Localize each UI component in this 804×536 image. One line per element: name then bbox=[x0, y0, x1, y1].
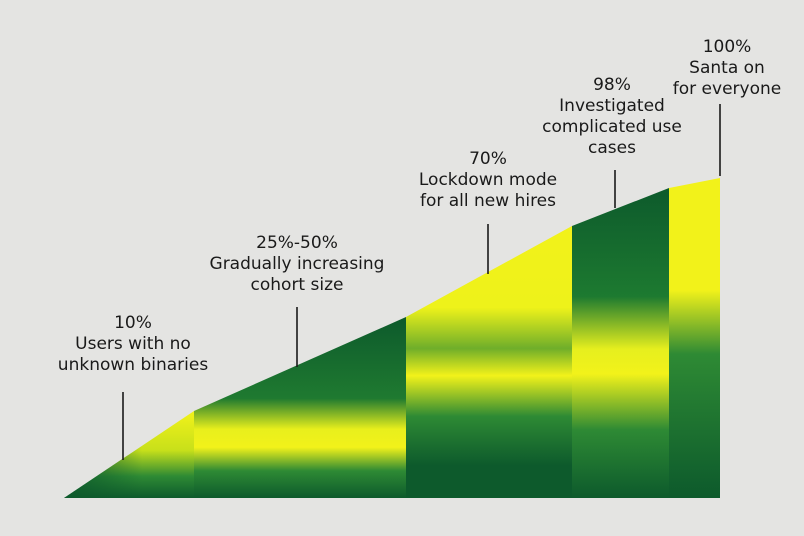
stage-percent: 100% bbox=[702, 37, 752, 57]
stage-label-10: 10% Users with no unknown binaries bbox=[58, 313, 208, 376]
segment-25-50 bbox=[194, 317, 406, 498]
segment-10 bbox=[64, 411, 194, 498]
stage-description-line: Gradually increasing bbox=[209, 254, 385, 274]
stage-percent: 25%-50% bbox=[256, 233, 338, 253]
stage-description-line: Santa on bbox=[689, 58, 765, 78]
stage-description-line: for everyone bbox=[672, 79, 782, 99]
stage-percent: 70% bbox=[469, 149, 507, 169]
stage-label-98: 98% Investigated complicated use cases bbox=[542, 75, 682, 159]
stage-label-100: 100% Santa on for everyone bbox=[673, 37, 781, 100]
stage-description-line: unknown binaries bbox=[57, 355, 209, 375]
stage-description-line: Lockdown mode bbox=[418, 170, 558, 190]
stage-description-line: complicated use bbox=[542, 117, 682, 137]
stage-description-line: cases bbox=[588, 138, 636, 158]
stage-description-line: cohort size bbox=[250, 275, 344, 295]
stage-percent: 10% bbox=[114, 313, 152, 333]
stage-description-line: Users with no bbox=[75, 334, 191, 354]
stage-percent: 98% bbox=[593, 75, 631, 95]
stage-description-line: Investigated bbox=[559, 96, 665, 116]
stage-description-line: for all new hires bbox=[419, 191, 557, 211]
segment-98 bbox=[572, 188, 669, 498]
segment-70 bbox=[406, 226, 572, 498]
segment-100 bbox=[669, 178, 720, 498]
stage-label-70: 70% Lockdown mode for all new hires bbox=[419, 149, 557, 212]
stage-label-25-50: 25%-50% Gradually increasing cohort size bbox=[210, 233, 385, 296]
